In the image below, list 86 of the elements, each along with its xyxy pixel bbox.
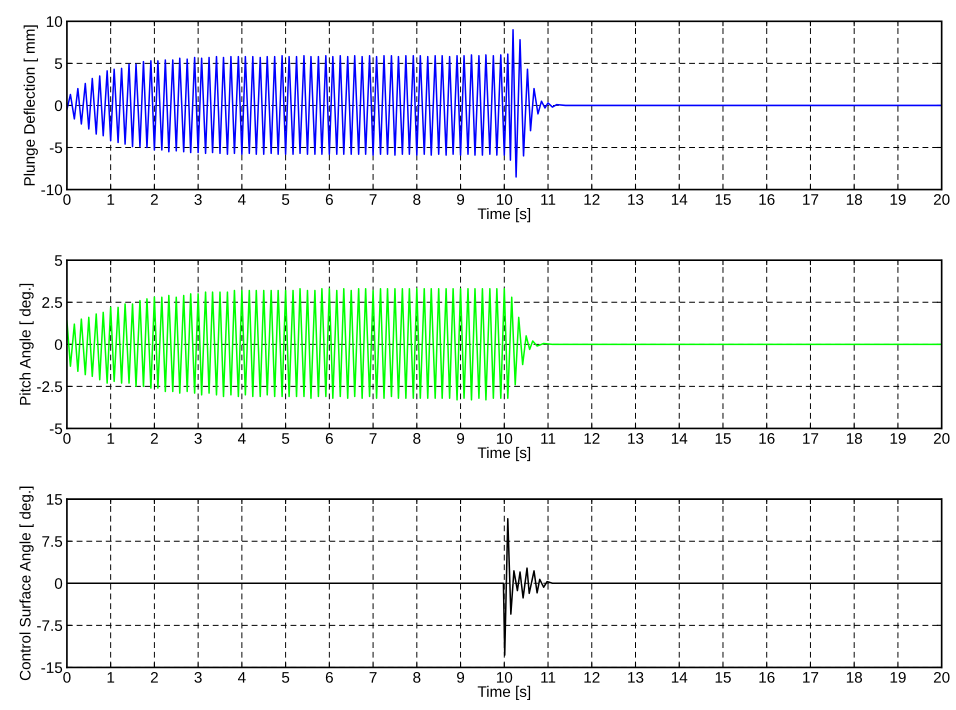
x-axis-title: Time [s] bbox=[478, 686, 530, 700]
y-tick-label: -7.5 bbox=[37, 620, 62, 632]
x-tick-label: 14 bbox=[672, 433, 688, 444]
x-tick-label: 9 bbox=[457, 433, 464, 444]
x-tick-label: 7 bbox=[370, 672, 377, 683]
x-tick-label: 11 bbox=[541, 672, 556, 683]
y-axis-title: Plunge Deflection [ mm] bbox=[24, 25, 38, 186]
y-axis-title: Control Surface Angle [ deg.] bbox=[19, 486, 34, 680]
x-tick-label: 5 bbox=[282, 672, 290, 683]
x-tick-label: 2 bbox=[150, 433, 158, 444]
y-tick-label: 0 bbox=[54, 100, 62, 112]
x-tick-label: 10 bbox=[496, 194, 512, 205]
x-tick-label: 13 bbox=[628, 433, 644, 444]
x-tick-label: 0 bbox=[63, 433, 71, 444]
y-tick-label: -15 bbox=[41, 662, 62, 674]
x-tick-label: 4 bbox=[238, 433, 246, 444]
x-tick-label: 10 bbox=[496, 433, 512, 444]
y-tick-label: 2.5 bbox=[42, 297, 62, 308]
x-tick-label: 18 bbox=[846, 433, 862, 444]
y-tick-label: -2.5 bbox=[37, 381, 62, 392]
x-tick-label: 6 bbox=[326, 672, 333, 683]
y-tick-label: 5 bbox=[54, 58, 62, 70]
x-tick-label: 7 bbox=[370, 194, 377, 205]
y-tick-label: 7.5 bbox=[42, 536, 62, 547]
x-tick-label: 14 bbox=[672, 194, 688, 205]
x-axis-title: Time [s] bbox=[478, 208, 530, 222]
x-tick-label: 19 bbox=[890, 194, 906, 205]
x-tick-label: 8 bbox=[413, 672, 420, 683]
x-tick-label: 4 bbox=[238, 672, 246, 683]
x-tick-label: 8 bbox=[413, 433, 420, 444]
x-tick-label: 3 bbox=[194, 672, 202, 683]
x-tick-label: 12 bbox=[584, 194, 600, 205]
x-tick-label: 8 bbox=[413, 194, 420, 205]
line-series bbox=[66, 28, 942, 178]
x-tick-label: 17 bbox=[803, 433, 818, 444]
x-tick-label: 18 bbox=[846, 672, 862, 683]
y-tick-label: 0 bbox=[54, 578, 62, 589]
y-tick-label: 10 bbox=[46, 16, 62, 27]
x-tick-label: 13 bbox=[628, 672, 644, 683]
x-tick-label: 2 bbox=[150, 194, 158, 205]
x-tick-label: 11 bbox=[541, 194, 556, 205]
x-tick-label: 10 bbox=[496, 672, 512, 683]
x-tick-label: 0 bbox=[63, 672, 71, 683]
x-tick-label: 15 bbox=[716, 194, 731, 205]
y-tick-label: -5 bbox=[50, 424, 62, 434]
x-tick-label: 15 bbox=[716, 433, 731, 444]
x-tick-label: 13 bbox=[628, 194, 644, 205]
x-tick-label: 19 bbox=[890, 672, 906, 683]
x-tick-label: 1 bbox=[108, 194, 114, 205]
line-series bbox=[66, 288, 942, 401]
x-tick-label: 17 bbox=[803, 672, 818, 683]
x-tick-label: 16 bbox=[759, 194, 775, 205]
x-tick-label: 6 bbox=[326, 194, 333, 205]
x-tick-label: 3 bbox=[194, 433, 202, 444]
y-tick-label: -5 bbox=[50, 142, 62, 154]
x-tick-label: 16 bbox=[759, 433, 775, 444]
x-tick-label: 5 bbox=[282, 433, 290, 444]
x-tick-label: 4 bbox=[238, 194, 246, 205]
x-tick-label: 20 bbox=[934, 433, 950, 444]
x-tick-label: 6 bbox=[326, 433, 333, 444]
x-tick-label: 2 bbox=[150, 672, 158, 683]
x-tick-label: 1 bbox=[108, 433, 114, 444]
x-tick-label: 17 bbox=[803, 194, 818, 205]
x-tick-label: 9 bbox=[457, 194, 464, 205]
x-tick-label: 5 bbox=[282, 194, 290, 205]
x-tick-label: 14 bbox=[672, 672, 688, 683]
x-tick-label: 7 bbox=[370, 433, 377, 444]
y-tick-label: -10 bbox=[41, 184, 62, 196]
y-tick-label: 15 bbox=[46, 494, 62, 505]
x-tick-label: 20 bbox=[934, 194, 950, 205]
y-tick-label: 5 bbox=[54, 255, 62, 266]
y-axis-title: Pitch Angle [ deg.] bbox=[19, 284, 34, 405]
x-tick-label: 12 bbox=[584, 433, 600, 444]
x-tick-label: 15 bbox=[716, 672, 731, 683]
x-tick-label: 0 bbox=[63, 194, 71, 205]
x-axis-title: Time [s] bbox=[478, 446, 530, 462]
x-tick-label: 18 bbox=[846, 194, 862, 205]
x-tick-label: 9 bbox=[457, 672, 464, 683]
x-tick-label: 12 bbox=[584, 672, 600, 683]
x-tick-label: 20 bbox=[934, 672, 950, 683]
x-tick-label: 11 bbox=[541, 433, 556, 444]
y-tick-label: 0 bbox=[54, 339, 62, 350]
x-tick-label: 16 bbox=[759, 672, 775, 683]
x-tick-label: 1 bbox=[108, 672, 114, 683]
x-tick-label: 19 bbox=[890, 433, 906, 444]
x-tick-label: 3 bbox=[194, 194, 202, 205]
